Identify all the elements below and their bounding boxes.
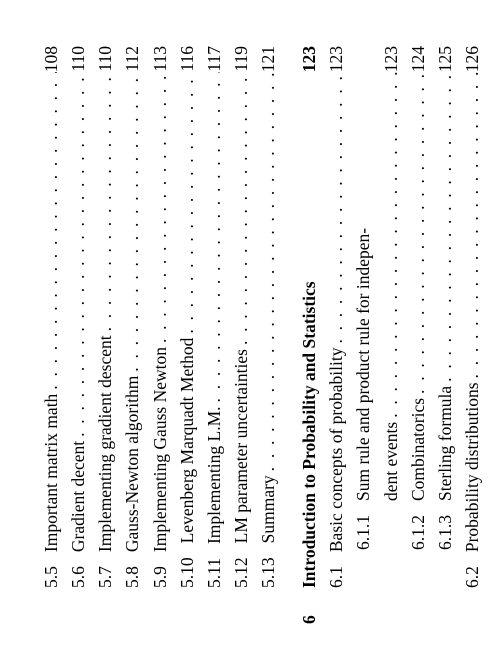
- dot-leader: . . . . . . . . . . . . . . . . . . . . …: [405, 72, 432, 398]
- toc-entry: 5.6Gradient decent. . . . . . . . . . . …: [65, 46, 92, 624]
- page-number: 113: [147, 46, 174, 72]
- entry-number: 6.1: [323, 566, 350, 588]
- page-number: 124: [405, 46, 432, 72]
- entry-number: 6.1.2: [405, 515, 432, 550]
- toc-entry: 5.5Important matrix math. . . . . . . . …: [38, 46, 65, 624]
- toc-entry: 5.11Implementing L.M.. . . . . . . . . .…: [201, 46, 228, 624]
- entry-number: 5.13: [255, 557, 282, 588]
- dot-leader: . . . . . . . . . . . . . . . . . . . . …: [459, 72, 486, 382]
- dot-leader: . . . . . . . . . . . . . . . . . . . . …: [174, 72, 201, 338]
- toc-entry: 6.1.3Sterling formula. . . . . . . . . .…: [432, 46, 459, 624]
- toc-entry: 5.12LM parameter uncertainties. . . . . …: [228, 46, 255, 624]
- dot-leader: . . . . . . . . . . . . . . . . . . . . …: [119, 72, 146, 376]
- toc-chapter: 6Introduction to Probability and Statist…: [296, 46, 323, 624]
- toc-entry: 6.1.1Sum rule and product rule for indep…: [350, 46, 377, 624]
- dot-leader: . . . . . . . . . . . . . . . . . . . . …: [323, 72, 350, 347]
- entry-title: Implementing Gauss Newton: [147, 347, 174, 566]
- entry-title: Gauss-Newton algorithm: [119, 376, 146, 566]
- page-number: 110: [65, 46, 92, 72]
- page-number: 112: [119, 46, 146, 72]
- toc-entry: 6.2Probability distributions. . . . . . …: [459, 46, 486, 624]
- entry-number: 6: [296, 588, 323, 624]
- dot-leader: . . . . . . . . . . . . . . . . . . . . …: [201, 72, 228, 407]
- entry-number: 5.8: [119, 566, 146, 588]
- entry-title: Probability distributions: [459, 382, 486, 566]
- spacer: [282, 46, 296, 624]
- entry-number: 5.6: [65, 566, 92, 588]
- entry-title: dent events: [378, 422, 405, 515]
- toc-entry: 5.7Implementing gradient descent. . . . …: [92, 46, 119, 624]
- entry-number: 5.10: [174, 557, 201, 588]
- toc-entry: 5.8Gauss-Newton algorithm. . . . . . . .…: [119, 46, 146, 624]
- entry-number: 5.9: [147, 566, 174, 588]
- toc-entry: 6.1Basic concepts of probability. . . . …: [323, 46, 350, 624]
- toc-entry: 5.13Summary. . . . . . . . . . . . . . .…: [255, 46, 282, 624]
- entry-title: Introduction to Probability and Statisti…: [296, 281, 323, 588]
- page-number: 126: [459, 46, 486, 72]
- dot-leader: . . . . . . . . . . . . . . . . . . . . …: [228, 72, 255, 349]
- entry-title: Basic concepts of probability: [323, 348, 350, 567]
- entry-title: Sterling formula: [432, 386, 459, 515]
- entry-number: 5.12: [228, 557, 255, 588]
- page-number: 123: [296, 46, 323, 72]
- entry-title: Gradient decent: [65, 441, 92, 566]
- entry-number: 5.11: [201, 558, 228, 588]
- entry-title: LM parameter uncertainties: [228, 349, 255, 557]
- page-number: 123: [323, 46, 350, 72]
- toc-entry: 5.9Implementing Gauss Newton. . . . . . …: [147, 46, 174, 624]
- page-number: 117: [201, 46, 228, 72]
- entry-number: 5.5: [38, 566, 65, 588]
- entry-number: 5.7: [92, 566, 119, 588]
- toc-entry: 5.10Levenberg Marquadt Method. . . . . .…: [174, 46, 201, 624]
- toc-page: 5.5Important matrix math. . . . . . . . …: [0, 0, 503, 670]
- entry-number: 6.1.1: [350, 515, 377, 550]
- entry-title: Implementing gradient descent: [92, 335, 119, 566]
- dot-leader: . . . . . . . . . . . . . . . . . . . . …: [378, 72, 405, 422]
- dot-leader: . . . . . . . . . . . . . . . . . . . . …: [38, 72, 65, 393]
- page-number: 108: [38, 46, 65, 72]
- entry-title: Implementing L.M.: [201, 406, 228, 558]
- dot-leader: . . . . . . . . . . . . . . . . . . . . …: [92, 72, 119, 336]
- toc-entry: 6.1.2Combinatorics. . . . . . . . . . . …: [405, 46, 432, 624]
- page-number: 110: [92, 46, 119, 72]
- page-number: 116: [174, 46, 201, 72]
- entry-title: Combinatorics: [405, 398, 432, 515]
- toc-entry-continuation: 6.1.1dent events. . . . . . . . . . . . …: [378, 46, 405, 624]
- page-number: 123: [378, 46, 405, 72]
- dot-leader: . . . . . . . . . . . . . . . . . . . . …: [147, 72, 174, 347]
- dot-leader: . . . . . . . . . . . . . . . . . . . . …: [65, 72, 92, 441]
- entry-number: 6.1.3: [432, 515, 459, 550]
- entry-number: 6.2: [459, 566, 486, 588]
- dot-leader: . . . . . . . . . . . . . . . . . . . . …: [255, 72, 282, 475]
- page-number: 125: [432, 46, 459, 72]
- entry-title: Levenberg Marquadt Method: [174, 338, 201, 558]
- dot-leader: . . . . . . . . . . . . . . . . . . . . …: [432, 72, 459, 386]
- entry-title: Summary: [255, 475, 282, 557]
- entry-title: Important matrix math: [38, 394, 65, 566]
- entry-title: Sum rule and product rule for indepen-: [350, 228, 377, 515]
- page-number: 119: [228, 46, 255, 72]
- page-number: 121: [255, 46, 282, 72]
